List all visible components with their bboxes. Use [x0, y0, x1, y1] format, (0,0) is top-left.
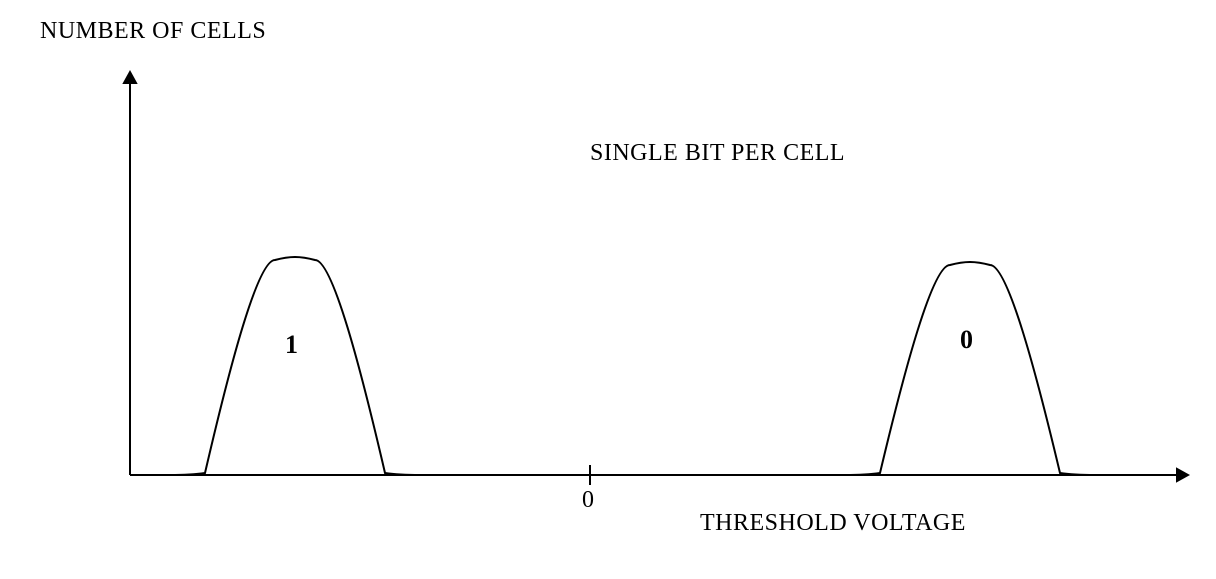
bell-curve-1 [170, 257, 420, 475]
bell-curve-0 [845, 262, 1095, 475]
y-axis-arrow [122, 70, 137, 84]
plot-svg [0, 0, 1216, 579]
diagram-stage: NUMBER OF CELLS SINGLE BIT PER CELL THRE… [0, 0, 1216, 579]
x-axis-arrow [1176, 467, 1190, 482]
